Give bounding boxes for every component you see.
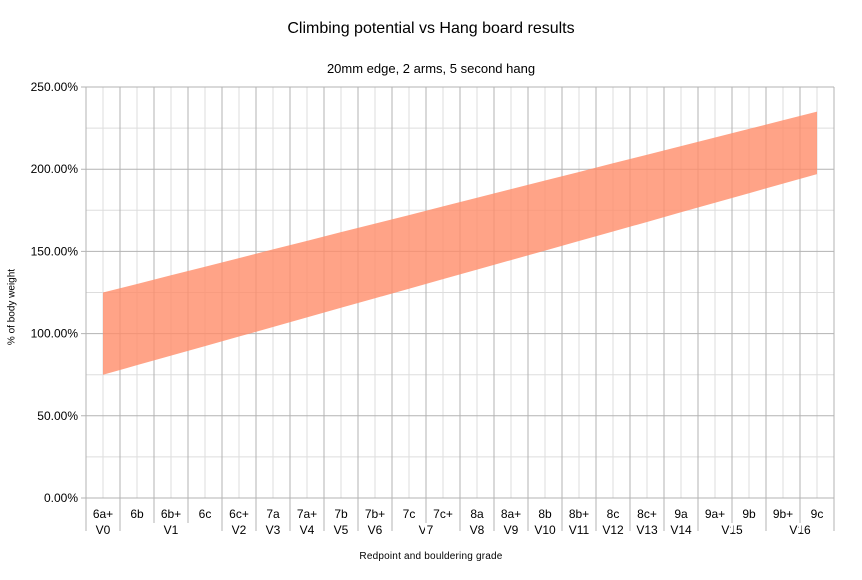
group-internal-gap [153,523,155,532]
x-tick-label: 6c [199,507,212,521]
x-group-label: V14 [670,523,692,537]
chart-subtitle: 20mm edge, 2 arms, 5 second hang [326,61,536,76]
x-group-label: V6 [368,523,383,537]
group-internal-gap [799,523,801,532]
x-group-label: V1 [164,523,179,537]
x-group-label: V11 [569,523,590,537]
x-group-label: V8 [470,523,485,537]
x-tick-label: 6a+ [93,507,113,521]
x-group-label: V13 [636,523,658,537]
x-tick-label: 6b+ [161,507,181,521]
range-band-area [103,111,817,375]
x-tick-label: 8b+ [569,507,589,521]
x-group-label: V2 [232,523,247,537]
y-tick-label: 150.00% [31,244,79,258]
x-tick-label: 8c+ [637,507,657,521]
x-tick-label: 6c+ [229,507,249,521]
x-tick-label: 7a+ [297,507,317,521]
x-tick-label: 8a [470,507,484,521]
x-group-label: V10 [534,523,556,537]
x-tick-label: 7c+ [433,507,453,521]
group-internal-gap [731,523,733,532]
x-tick-label: 8a+ [501,507,521,521]
x-tick-label: 7b [334,507,348,521]
x-tick-label: 9b+ [773,507,793,521]
x-tick-label: 6b [130,507,144,521]
x-group-label: V4 [300,523,315,537]
y-tick-label: 100.00% [31,327,79,341]
x-group-label: V12 [602,523,624,537]
x-tick-label: 9b [742,507,756,521]
x-tick-label: 8b [538,507,552,521]
x-tick-label: 9a+ [705,507,725,521]
x-group-label: V9 [504,523,519,537]
chart-title: Climbing potential vs Hang board results [287,20,575,37]
group-internal-gap [425,523,427,532]
group-internal-gap [187,523,189,532]
x-tick-label: 7b+ [365,507,385,521]
x-axis-label: Redpoint and bouldering grade [359,551,503,562]
y-tick-label: 250.00% [31,80,79,94]
x-tick-label: 8c [607,507,620,521]
y-tick-label: 50.00% [37,409,78,423]
y-tick-label: 200.00% [31,162,79,176]
x-tick-label: 7c [403,507,416,521]
x-tick-label: 7a [266,507,280,521]
x-group-label: V3 [266,523,281,537]
x-group-label: V5 [334,523,349,537]
x-group-label: V0 [96,523,111,537]
y-tick-label: 0.00% [44,491,78,505]
x-tick-label: 9a [674,507,688,521]
x-tick-label: 9c [811,507,824,521]
